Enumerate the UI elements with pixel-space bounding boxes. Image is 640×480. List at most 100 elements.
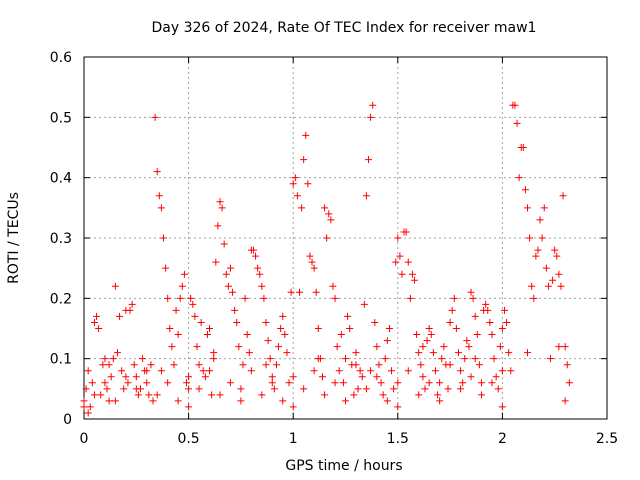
data-point-marker: [547, 355, 555, 363]
data-point-marker: [436, 379, 444, 387]
data-point-marker: [385, 325, 393, 332]
data-point-marker: [498, 367, 506, 375]
data-point-marker: [371, 318, 379, 326]
data-point-marker: [210, 355, 218, 363]
data-point-marker: [369, 101, 377, 109]
data-point-marker: [124, 379, 132, 387]
data-point-marker: [101, 355, 109, 363]
data-point-marker: [295, 288, 303, 296]
data-point-marker: [195, 361, 203, 369]
y-tick-label: 0.3: [50, 231, 72, 247]
data-point-marker: [306, 252, 314, 260]
data-point-marker: [333, 343, 341, 351]
y-tick-label: 0.1: [50, 352, 72, 368]
data-point-marker: [390, 385, 398, 393]
data-point-marker: [511, 101, 519, 109]
data-point-marker: [80, 397, 88, 405]
data-point-marker: [90, 391, 98, 399]
data-point-marker: [519, 144, 527, 151]
data-point-marker: [461, 355, 469, 363]
data-point-marker: [111, 282, 119, 290]
data-point-marker: [331, 294, 339, 302]
data-points: [80, 101, 573, 417]
data-point-marker: [475, 361, 483, 369]
data-point-marker: [532, 252, 540, 260]
data-point-marker: [434, 391, 442, 399]
data-point-marker: [528, 282, 536, 290]
data-point-marker: [139, 355, 147, 363]
data-point-marker: [289, 373, 297, 381]
x-tick-label: 2.5: [596, 431, 618, 447]
data-point-marker: [214, 222, 222, 230]
data-point-marker: [120, 385, 128, 393]
data-point-marker: [534, 246, 542, 254]
data-point-marker: [373, 373, 381, 381]
data-point-marker: [300, 385, 308, 393]
data-point-marker: [425, 325, 433, 332]
data-point-marker: [392, 258, 400, 266]
data-point-marker: [339, 379, 347, 387]
data-point-marker: [417, 361, 425, 369]
data-point-marker: [498, 325, 506, 332]
data-point-marker: [193, 343, 201, 351]
x-tick-label: 0: [80, 431, 89, 447]
data-point-marker: [272, 361, 280, 369]
data-point-marker: [174, 331, 182, 339]
data-point-marker: [178, 282, 186, 290]
data-point-marker: [268, 379, 276, 387]
data-point-marker: [266, 355, 274, 363]
data-point-marker: [388, 367, 396, 375]
data-point-marker: [440, 343, 448, 351]
data-point-marker: [484, 306, 492, 314]
data-point-marker: [293, 192, 301, 200]
data-point-marker: [404, 367, 412, 375]
data-point-marker: [312, 288, 320, 296]
data-point-marker: [113, 349, 121, 357]
data-point-marker: [429, 349, 437, 357]
data-point-marker: [268, 373, 276, 381]
data-point-marker: [277, 325, 285, 332]
data-point-marker: [563, 361, 571, 369]
data-point-marker: [505, 349, 513, 357]
data-point-marker: [247, 367, 255, 375]
data-point-marker: [291, 174, 299, 182]
data-point-marker: [298, 204, 306, 212]
data-point-marker: [285, 379, 293, 387]
data-point-marker: [258, 282, 266, 290]
data-point-marker: [465, 343, 473, 351]
data-point-marker: [365, 156, 373, 164]
data-point-marker: [438, 355, 446, 363]
data-point-marker: [258, 391, 266, 399]
data-point-marker: [132, 385, 140, 393]
data-point-marker: [289, 180, 297, 188]
data-point-marker: [164, 379, 172, 387]
data-point-marker: [482, 300, 490, 308]
data-point-marker: [383, 337, 391, 345]
data-point-marker: [105, 361, 113, 369]
data-point-marker: [256, 270, 264, 278]
data-point-marker: [222, 270, 230, 278]
data-point-marker: [262, 361, 270, 369]
data-point-marker: [279, 397, 287, 405]
data-point-marker: [264, 337, 272, 345]
data-point-marker: [555, 270, 563, 278]
data-point-marker: [224, 282, 232, 290]
data-point-marker: [421, 385, 429, 393]
data-point-marker: [488, 331, 496, 339]
data-point-marker: [394, 379, 402, 387]
data-point-marker: [166, 325, 174, 332]
data-point-marker: [300, 156, 308, 164]
data-point-marker: [354, 385, 362, 393]
data-point-marker: [107, 373, 115, 381]
data-point-marker: [367, 113, 375, 121]
data-point-marker: [118, 367, 126, 375]
data-point-marker: [245, 349, 253, 357]
data-point-marker: [122, 373, 130, 381]
y-tick-label: 0.6: [50, 50, 72, 66]
data-point-marker: [331, 379, 339, 387]
data-point-marker: [496, 343, 504, 351]
data-point-marker: [241, 294, 249, 302]
data-point-marker: [185, 373, 193, 381]
y-tick-label: 0.4: [50, 171, 72, 187]
